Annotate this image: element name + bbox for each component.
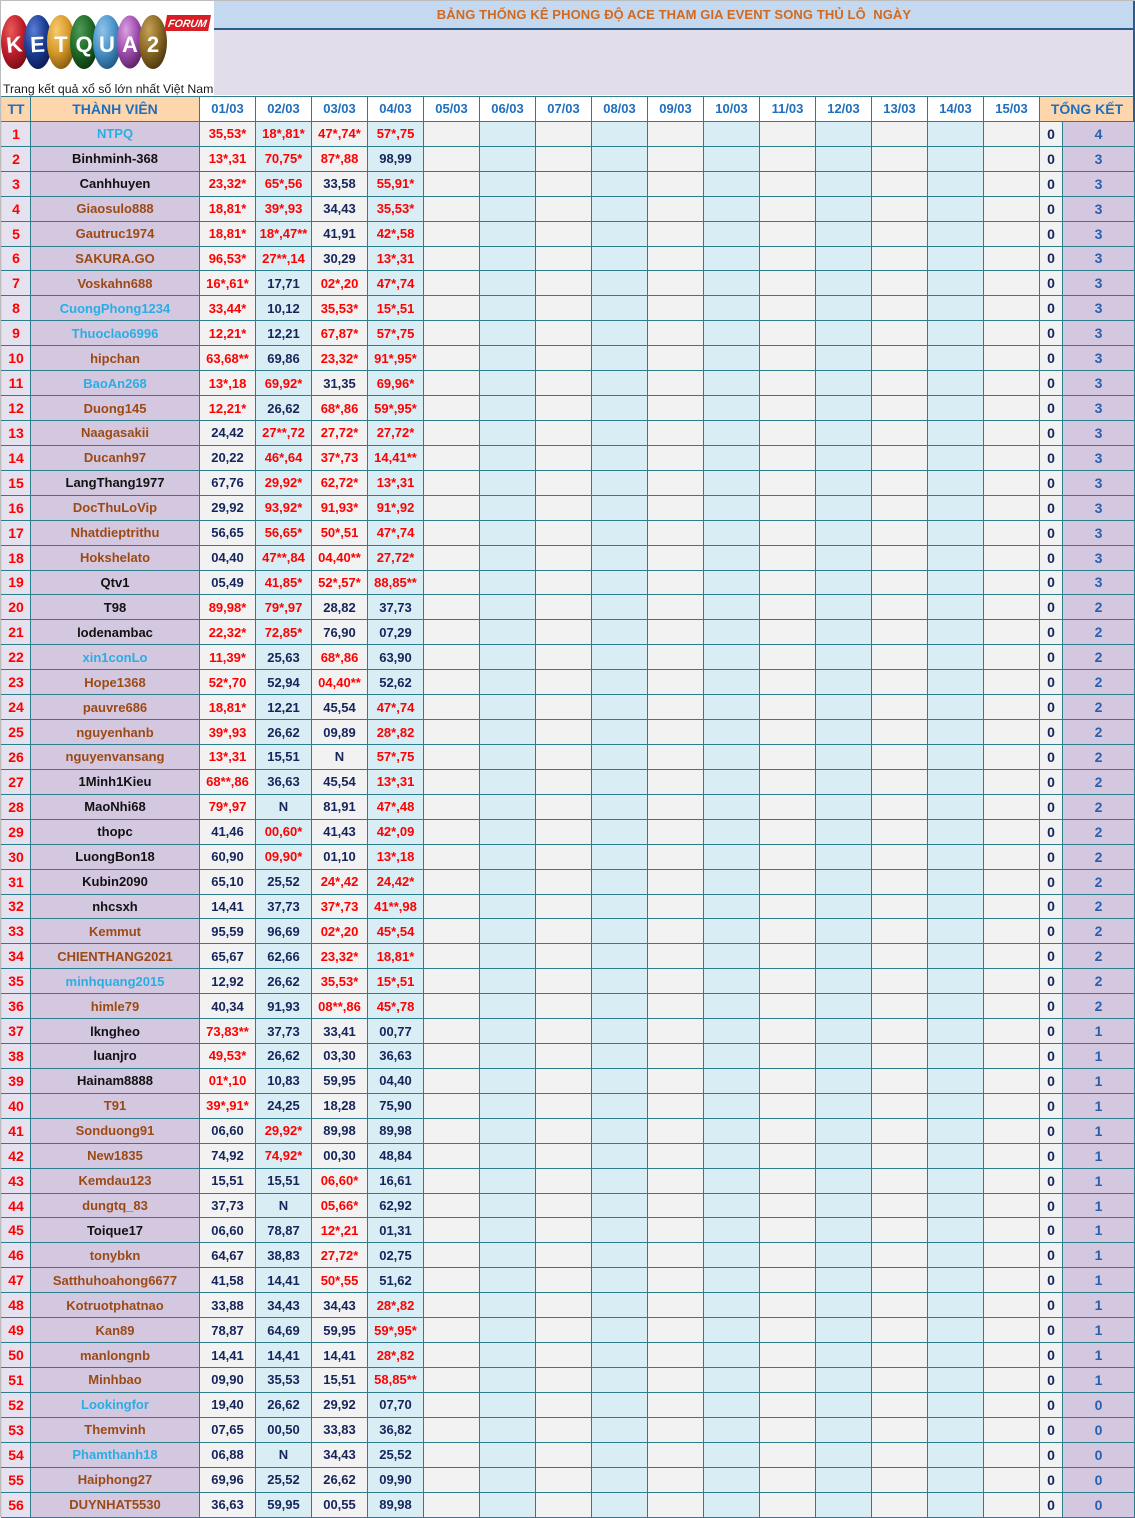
svg-text:A: A [122, 32, 138, 57]
svg-text:FORUM: FORUM [167, 18, 208, 30]
svg-text:Q: Q [75, 32, 92, 57]
svg-text:2: 2 [147, 32, 159, 57]
svg-text:U: U [99, 32, 115, 57]
svg-text:E: E [30, 32, 46, 58]
svg-text:T: T [54, 32, 68, 57]
svg-text:K: K [5, 31, 24, 58]
